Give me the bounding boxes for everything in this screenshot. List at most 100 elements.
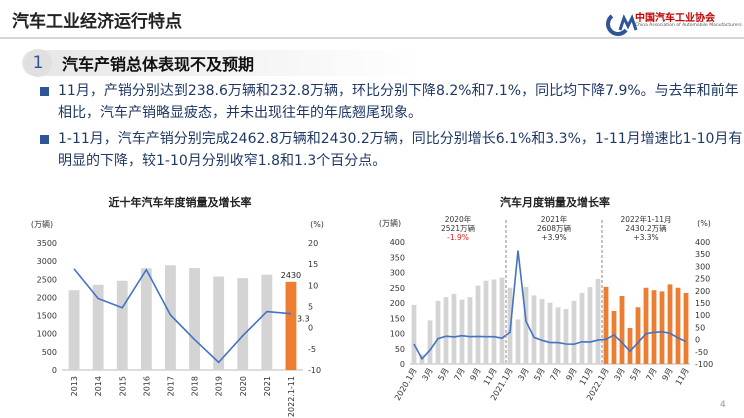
- y2-axis-label: (%): [310, 220, 324, 229]
- bar: [483, 280, 489, 364]
- x-tick-label: 7月: [452, 367, 466, 383]
- annotation: 2020年: [445, 214, 472, 224]
- bar: [116, 280, 128, 370]
- bar: [443, 297, 449, 364]
- section-number: 1: [24, 49, 52, 77]
- data-label: 3.3: [297, 315, 310, 324]
- bar: [140, 268, 152, 370]
- y2-tick-label: 200: [695, 287, 710, 296]
- y-tick-label: 150: [390, 314, 405, 323]
- y2-tick-label: -5: [308, 345, 316, 354]
- y2-tick-label: 0: [695, 336, 700, 345]
- bar: [643, 287, 649, 364]
- bar: [603, 286, 609, 364]
- bar: [467, 297, 473, 364]
- bar: [667, 284, 673, 364]
- bar: [237, 278, 249, 370]
- logo-subtext: China Association of Automobile Manufact…: [635, 23, 742, 28]
- annotation: 2022年1-11月: [620, 214, 671, 224]
- bullet: 11月，产销分别达到238.6万辆和232.8万辆，环比分别下降8.2%和7.1…: [40, 80, 744, 124]
- section-bar: [22, 50, 422, 76]
- x-tick-label: 2014: [94, 376, 103, 396]
- bar: [475, 285, 481, 364]
- bar: [189, 268, 200, 370]
- bar: [587, 287, 593, 364]
- y-axis-label: (万辆): [379, 218, 401, 228]
- y2-tick-label: -50: [695, 348, 708, 357]
- bar: [563, 309, 569, 364]
- bar: [555, 307, 561, 364]
- bar: [635, 307, 641, 364]
- bar: [611, 310, 617, 364]
- x-tick-label: 2019: [215, 376, 224, 396]
- y2-tick-label: 15: [308, 260, 318, 269]
- y2-tick-label: 350: [695, 250, 710, 259]
- y-tick-label: 0: [52, 366, 57, 375]
- y-tick-label: 1500: [37, 312, 57, 321]
- y-tick-label: 2500: [37, 275, 57, 284]
- x-tick-label: 2017: [166, 376, 175, 396]
- x-tick-label: 2016: [142, 376, 151, 396]
- x-tick-label: 2020.1月: [393, 367, 419, 403]
- bar: [531, 295, 537, 364]
- annotation: +3.9%: [541, 233, 566, 242]
- y2-axis-label: (%): [697, 219, 711, 228]
- y2-tick-label: 150: [695, 299, 710, 308]
- y-tick-label: 2000: [37, 293, 57, 302]
- y2-tick-label: 0: [308, 324, 313, 333]
- x-tick-label: 9月: [468, 367, 482, 383]
- x-tick-label: 9月: [660, 367, 674, 383]
- x-tick-label: 9月: [564, 367, 578, 383]
- data-label: 2430: [281, 271, 301, 280]
- bar: [579, 292, 585, 364]
- bar: [285, 281, 297, 370]
- bar: [213, 276, 225, 370]
- bar: [491, 279, 497, 364]
- x-tick-label: 2013: [70, 376, 79, 396]
- x-tick-label: 2018: [191, 376, 200, 396]
- y-tick-label: 3000: [37, 257, 57, 266]
- y2-tick-label: 250: [695, 275, 710, 284]
- x-tick-label: 5月: [532, 367, 546, 383]
- x-tick-label: 5月: [628, 367, 642, 383]
- y-tick-label: 350: [390, 253, 405, 262]
- y-axis-label: (万辆): [31, 219, 53, 229]
- logo-mark: [606, 14, 628, 36]
- growth-line: [413, 250, 687, 361]
- bar: [683, 292, 689, 364]
- x-tick-label: 3月: [516, 367, 530, 383]
- y2-tick-label: 400: [695, 238, 710, 247]
- annotation: -1.9%: [447, 233, 469, 242]
- y-tick-label: 250: [390, 284, 405, 293]
- x-tick-label: 2020: [239, 376, 248, 396]
- chart-title: 近十年汽车年度销量及增长率: [109, 195, 252, 209]
- annotation: 2608万辆: [537, 223, 572, 233]
- y-tick-label: 50: [395, 345, 405, 354]
- y-tick-label: 500: [42, 348, 57, 357]
- logo-mark: [618, 14, 638, 31]
- growth-line: [73, 268, 292, 364]
- chart-title: 汽车月度销量及增长率: [500, 195, 610, 209]
- bar: [427, 320, 433, 364]
- section-title: 汽车产销总体表现不及预期: [62, 55, 255, 74]
- bar: [92, 284, 104, 370]
- y2-tick-label: -10: [308, 366, 321, 375]
- x-tick-label: 11月: [674, 367, 691, 387]
- bar: [523, 286, 529, 364]
- y-tick-label: 400: [390, 238, 405, 247]
- bar: [459, 299, 465, 364]
- y2-tick-label: 10: [308, 281, 318, 290]
- y-tick-label: 0: [400, 360, 405, 369]
- x-tick-label: 7月: [644, 367, 658, 383]
- page-number: 4: [720, 400, 726, 410]
- x-tick-label: 2021: [263, 376, 272, 396]
- x-tick-label: 3月: [612, 367, 626, 383]
- annotation: +3.3%: [633, 233, 658, 242]
- bar: [571, 300, 577, 364]
- y2-tick-label: 20: [308, 239, 318, 248]
- x-tick-label: 2015: [118, 376, 127, 396]
- y2-tick-label: 100: [695, 311, 710, 320]
- x-tick-label: 5月: [436, 367, 450, 383]
